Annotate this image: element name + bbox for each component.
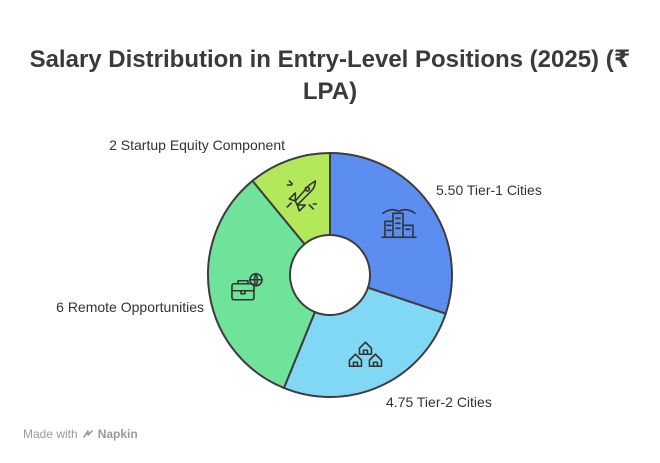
slice-label: 5.50 Tier-1 Cities	[436, 182, 542, 198]
briefcase-globe-icon	[231, 272, 263, 301]
made-with-label: Made with	[23, 427, 78, 441]
donut-slice	[207, 179, 317, 390]
slice-label: 6 Remote Opportunities	[56, 299, 204, 315]
houses-icon	[348, 341, 383, 368]
donut-slice	[251, 151, 331, 246]
chart-title-line-1: Salary Distribution in Entry-Level Posit…	[29, 46, 631, 73]
napkin-brand-label: Napkin	[97, 427, 138, 441]
city-buildings-icon	[381, 208, 417, 239]
napkin-logo-icon	[82, 430, 93, 438]
slice-label: 2 Startup Equity Component	[109, 137, 285, 153]
slice-label: 4.75 Tier-2 Cities	[386, 394, 492, 410]
chart-title: Salary Distribution in Entry-Level Posit…	[0, 44, 660, 108]
footer: Made with Napkin	[23, 427, 138, 441]
donut-slice	[329, 151, 453, 315]
chart-title-line-2: LPA)	[302, 78, 358, 105]
rocket-icon	[286, 180, 318, 212]
